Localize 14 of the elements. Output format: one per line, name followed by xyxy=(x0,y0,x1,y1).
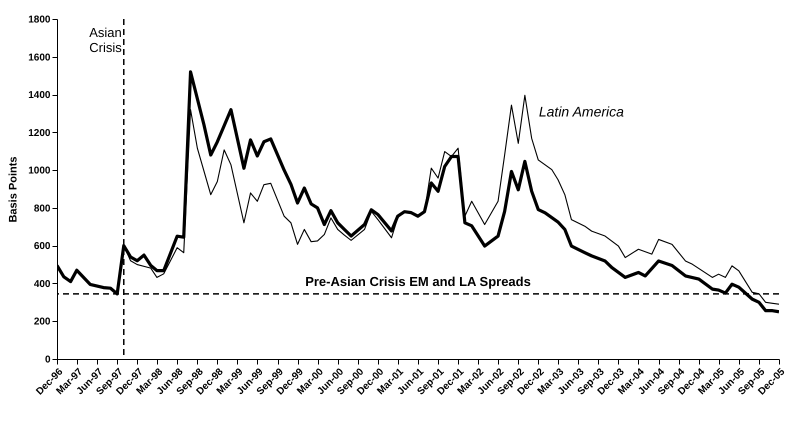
y-tick-label: 800 xyxy=(34,203,51,214)
y-tick-label: 400 xyxy=(34,278,51,290)
y-tick-label: 200 xyxy=(34,316,51,328)
y-tick-label: 600 xyxy=(34,241,51,252)
y-tick-label: 1600 xyxy=(28,52,51,64)
y-axis-title: Basis Points xyxy=(7,156,20,223)
ref-line-label: Pre-Asian Crisis EM and LA Spreads xyxy=(305,274,531,289)
y-tick-label: 1000 xyxy=(28,166,51,177)
y-tick-label: 1800 xyxy=(28,14,51,26)
ref-line-label: Asian Crisis xyxy=(89,25,122,55)
y-tick-label: 0 xyxy=(44,354,51,366)
y-tick-label: 1400 xyxy=(28,90,51,102)
y-tick-label: 1200 xyxy=(28,128,51,139)
series-label: Latin America xyxy=(538,103,624,120)
